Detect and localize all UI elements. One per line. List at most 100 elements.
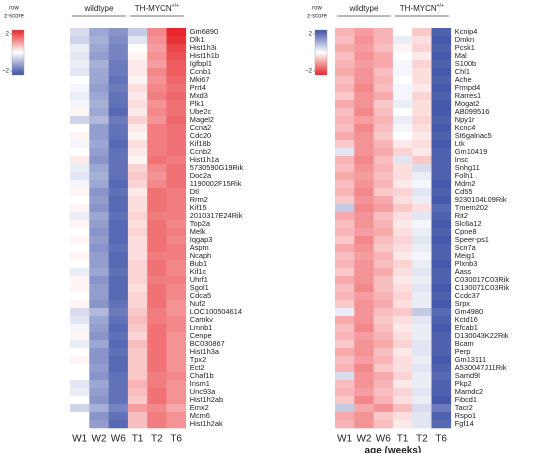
heatmap-cell — [89, 132, 109, 141]
row-label: Top2a — [190, 219, 211, 228]
group-name: TH-MYCN — [135, 4, 172, 13]
heatmap-cell — [108, 356, 129, 365]
heatmap-cell — [335, 260, 355, 269]
heatmap-cell — [166, 76, 187, 85]
heatmap-cell — [127, 244, 148, 253]
heatmap-cell — [166, 332, 187, 341]
row-label: Mal — [455, 51, 467, 60]
heatmap-cell — [412, 140, 432, 149]
heatmap-cell — [412, 316, 432, 325]
heatmap-cell — [392, 124, 413, 133]
heatmap-cell — [166, 388, 187, 397]
heatmap-cell — [431, 84, 452, 93]
heatmap-cell — [89, 340, 109, 349]
heatmap-cell — [127, 204, 148, 213]
heatmap-cell — [166, 28, 187, 37]
heatmap-cell — [431, 212, 452, 221]
heatmap-cell — [89, 188, 109, 197]
heatmap-cell — [354, 180, 374, 189]
heatmap-cell — [354, 228, 374, 237]
heatmap-cell — [166, 396, 187, 405]
heatmap-cell — [335, 412, 355, 421]
row-label: Kcnip4 — [455, 27, 478, 36]
heatmap-cell — [89, 156, 109, 165]
heatmap-cell — [70, 396, 90, 405]
heatmap-cell — [392, 244, 413, 253]
row-label: Plxnb3 — [455, 259, 478, 268]
heatmap-cell — [89, 404, 109, 413]
heatmap-cell — [354, 196, 374, 205]
heatmap-cell — [354, 84, 374, 93]
heatmap-cell — [412, 44, 432, 53]
heatmap-cell — [412, 348, 432, 357]
heatmap-cell — [373, 52, 394, 61]
heatmap-cell — [412, 404, 432, 413]
heatmap-cell — [127, 332, 148, 341]
heatmap-cell — [108, 332, 129, 341]
column-label: T6 — [435, 434, 447, 445]
heatmap-cell — [108, 116, 129, 125]
heatmap-cell — [147, 404, 167, 413]
heatmap-cell — [70, 148, 90, 157]
heatmap-cell — [89, 316, 109, 325]
heatmap-cell — [108, 204, 129, 213]
heatmap-cell — [392, 372, 413, 381]
heatmap-cell — [127, 380, 148, 389]
heatmap-cell — [373, 420, 394, 429]
row-label: Ccna2 — [190, 123, 211, 132]
heatmap-cell — [89, 172, 109, 181]
heatmap-cell — [108, 388, 129, 397]
heatmap-cell — [127, 60, 148, 69]
row-label: Emx2 — [190, 403, 209, 412]
heatmap-cell — [373, 220, 394, 229]
heatmap-cell — [70, 340, 90, 349]
heatmap-cell — [166, 212, 187, 221]
heatmap-cell — [166, 180, 187, 189]
heatmap-cell — [108, 132, 129, 141]
heatmap-cell — [166, 316, 187, 325]
heatmap-cell — [89, 148, 109, 157]
heatmap-cell — [335, 244, 355, 253]
row-label: Dlk1 — [190, 35, 205, 44]
row-label: Ect2 — [190, 363, 205, 372]
heatmap-cell — [108, 404, 129, 413]
heatmap-cell — [108, 76, 129, 85]
row-label: D130043K22Rik — [455, 331, 509, 340]
heatmap-cell — [166, 300, 187, 309]
heatmap-cell — [166, 268, 187, 277]
heatmap-cell — [147, 76, 167, 85]
legend-title: z-score — [307, 14, 327, 20]
heatmap-cell — [166, 60, 187, 69]
row-label: Uhrf1 — [190, 275, 208, 284]
heatmap-cell — [431, 380, 452, 389]
heatmap-cell — [89, 244, 109, 253]
heatmap-cell — [412, 260, 432, 269]
heatmap-cell — [127, 100, 148, 109]
heatmap-cell — [335, 92, 355, 101]
row-label: Chl1 — [455, 67, 470, 76]
heatmap-cell — [354, 60, 374, 69]
heatmap-cell — [373, 332, 394, 341]
heatmap-cell — [89, 68, 109, 77]
heatmap-cell — [108, 108, 129, 117]
heatmap-cell — [335, 196, 355, 205]
heatmap-cell — [70, 164, 90, 173]
heatmap-cell — [392, 116, 413, 125]
heatmap-cell — [89, 420, 109, 429]
heatmap-cell — [373, 36, 394, 45]
heatmap-cell — [127, 52, 148, 61]
heatmap-cell — [392, 292, 413, 301]
heatmap-cell — [70, 44, 90, 53]
heatmap-cell — [431, 404, 452, 413]
heatmap-cell — [70, 236, 90, 245]
heatmap-cell — [127, 324, 148, 333]
column-label: W2 — [91, 434, 106, 445]
heatmap-cell — [70, 108, 90, 117]
heatmap-cell — [108, 260, 129, 269]
heatmap-cell — [392, 228, 413, 237]
heatmap-cell — [147, 44, 167, 53]
heatmap-cell — [373, 164, 394, 173]
row-label: Cenpe — [190, 331, 212, 340]
heatmap-cell — [392, 316, 413, 325]
